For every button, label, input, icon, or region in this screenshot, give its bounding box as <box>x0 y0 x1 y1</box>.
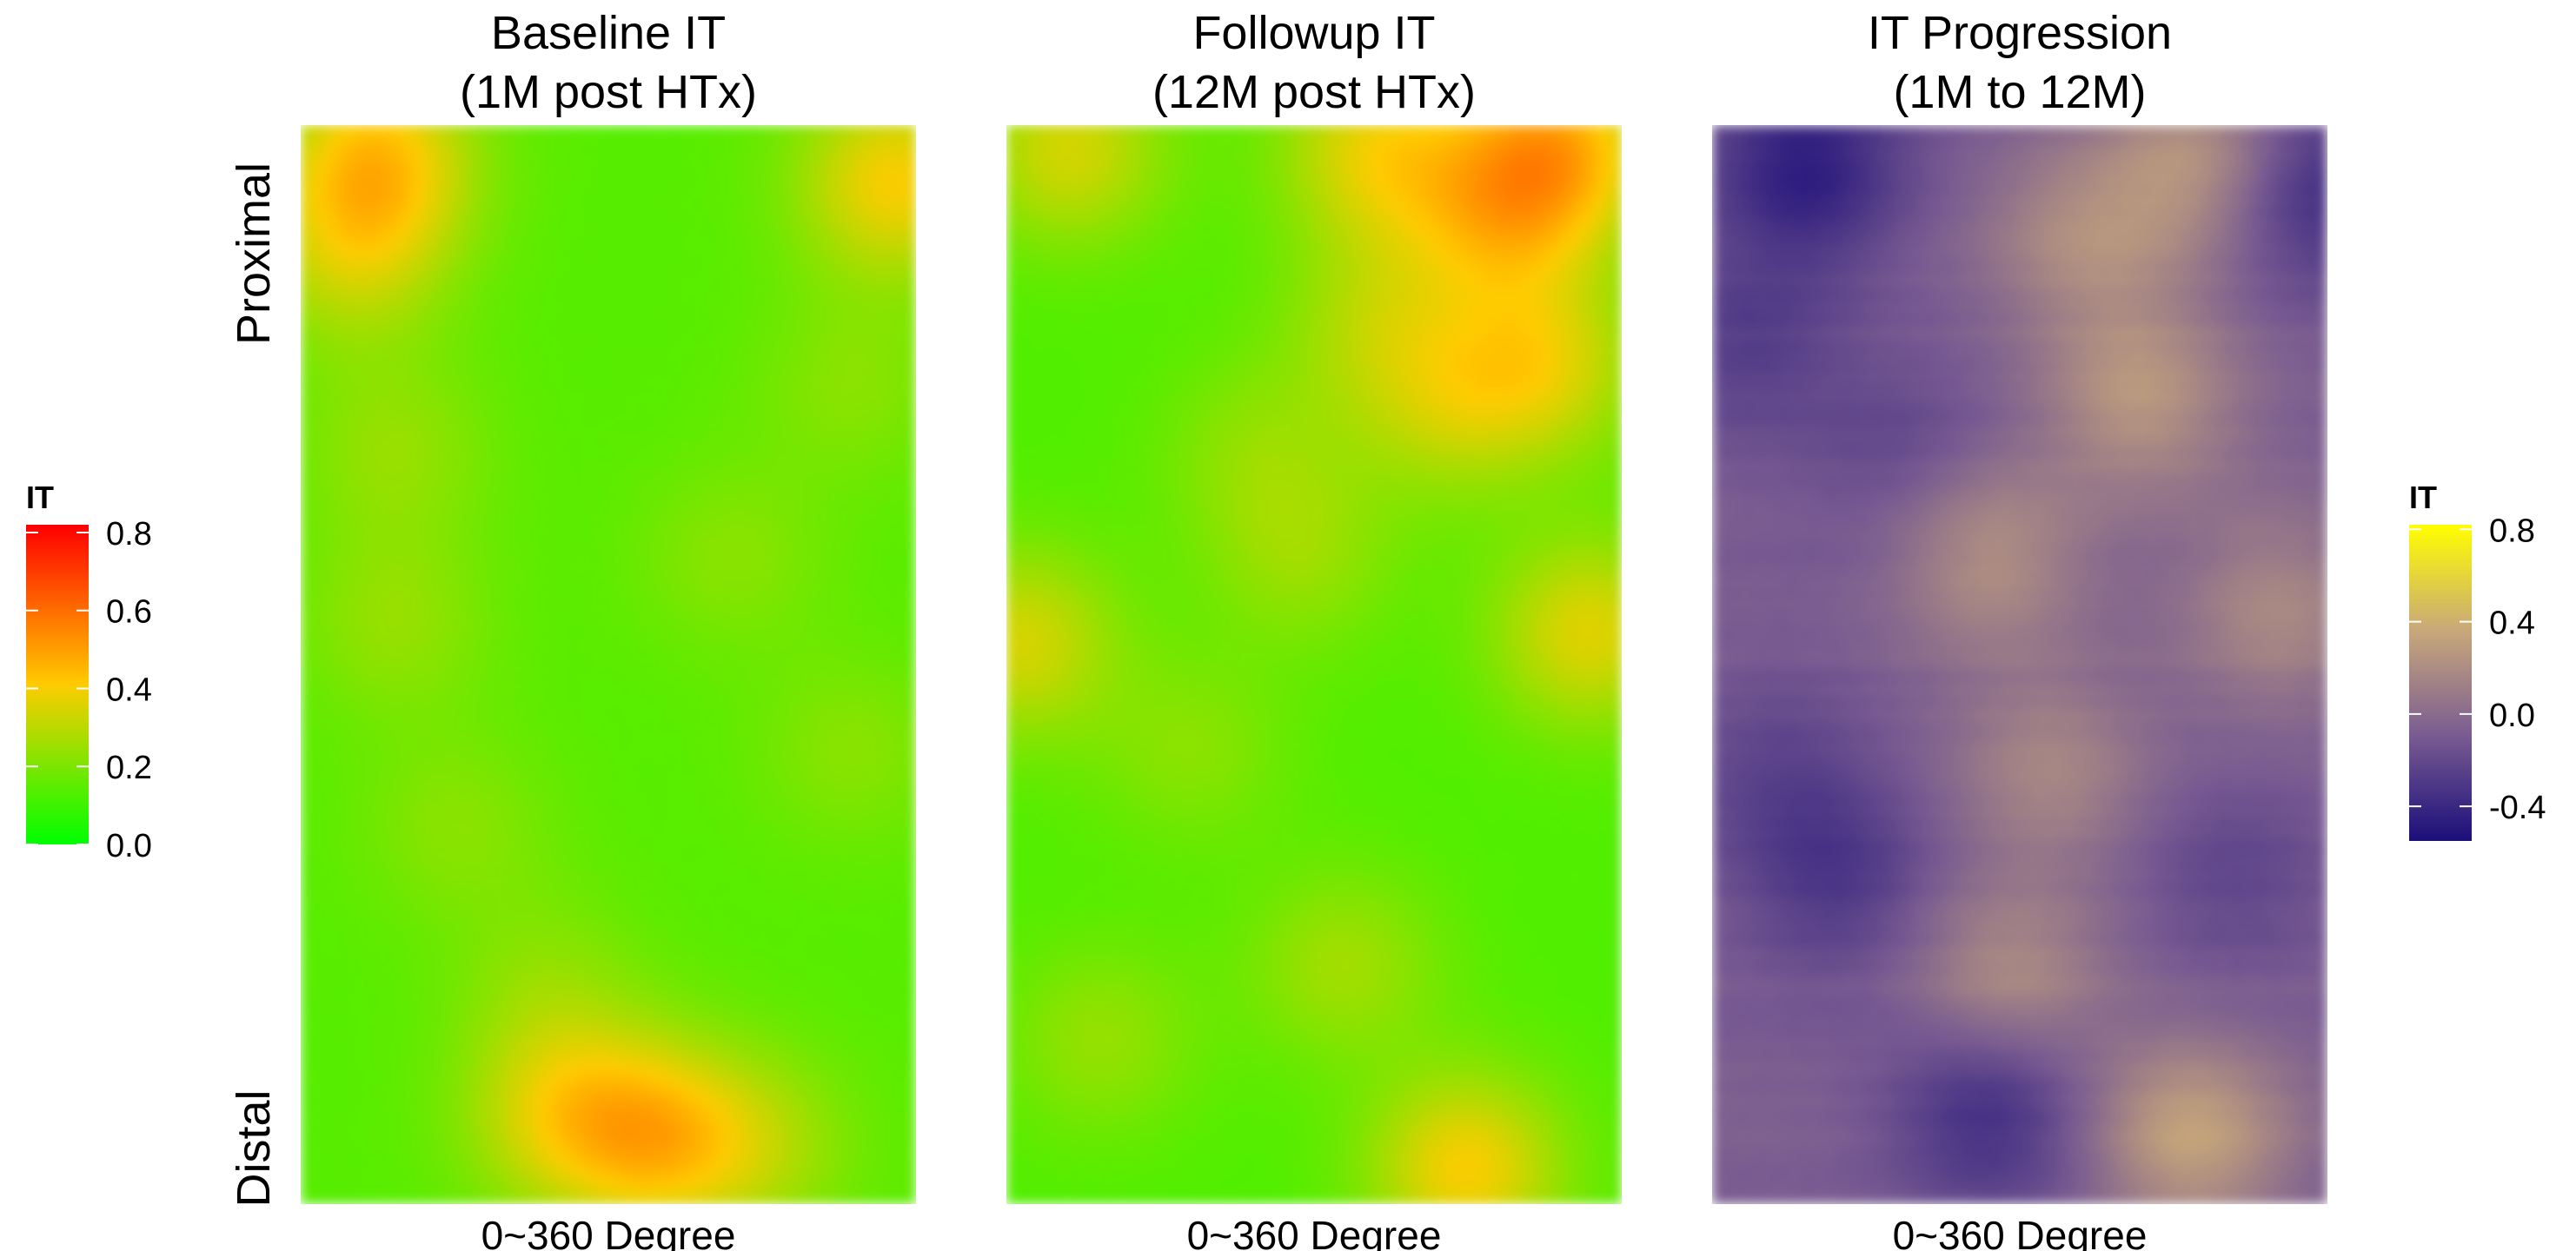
panel-progression-xlabel: 0~360 Degree <box>1893 1213 2148 1251</box>
panel-followup-title-line1: Followup IT <box>1192 7 1435 59</box>
panel-baseline-xlabel: 0~360 Degree <box>481 1213 736 1251</box>
panel-followup-xlabel: 0~360 Degree <box>1187 1213 1442 1251</box>
legend-left-colorbar <box>26 525 89 844</box>
legend-tick-label: 0.0 <box>2489 698 2535 734</box>
legend-tick-label: -0.4 <box>2489 790 2546 826</box>
panel-progression-heatmap <box>1712 125 2327 1204</box>
panel-baseline-title-line2: (1M post HTx) <box>460 66 757 118</box>
panel-baseline-heatmap <box>301 125 916 1204</box>
legend-tick-label: 0.4 <box>106 672 152 708</box>
panel-baseline-title-line1: Baseline IT <box>491 7 726 59</box>
panel-followup-title-line2: (12M post HTx) <box>1152 66 1476 118</box>
ylabel-proximal: Proximal <box>228 162 280 345</box>
legend-right-ticks: 0.8 0.4 0.0 -0.4 <box>2409 513 2546 826</box>
panel-baseline: Baseline IT (1M post HTx) 0~360 Degree <box>301 7 916 1251</box>
legend-tick-label: 0.0 <box>106 828 152 864</box>
legend-left: IT 0.8 0.6 0.4 0.2 0.0 <box>26 480 152 864</box>
legend-tick-label: 0.6 <box>106 594 152 631</box>
legend-tick-label: 0.2 <box>106 750 152 786</box>
panel-followup-heatmap <box>1006 125 1622 1204</box>
panel-progression: IT Progression (1M to 12M) 0~360 Degree <box>1712 7 2327 1251</box>
ylabel-distal: Distal <box>228 1089 280 1207</box>
panel-progression-title-line1: IT Progression <box>1868 7 2172 59</box>
legend-tick-label: 0.8 <box>2489 513 2535 549</box>
legend-tick-label: 0.8 <box>106 516 152 553</box>
legend-tick-label: 0.4 <box>2489 606 2535 642</box>
panel-followup: Followup IT (12M post HTx) 0~360 Degree <box>1006 7 1622 1251</box>
legend-right-title: IT <box>2409 480 2437 515</box>
panel-progression-title-line2: (1M to 12M) <box>1893 66 2146 118</box>
legend-right: IT 0.8 0.4 0.0 -0.4 <box>2409 480 2546 841</box>
legend-left-title: IT <box>26 480 54 515</box>
legend-left-ticks: 0.8 0.6 0.4 0.2 0.0 <box>26 516 152 864</box>
legend-right-colorbar <box>2409 525 2472 841</box>
